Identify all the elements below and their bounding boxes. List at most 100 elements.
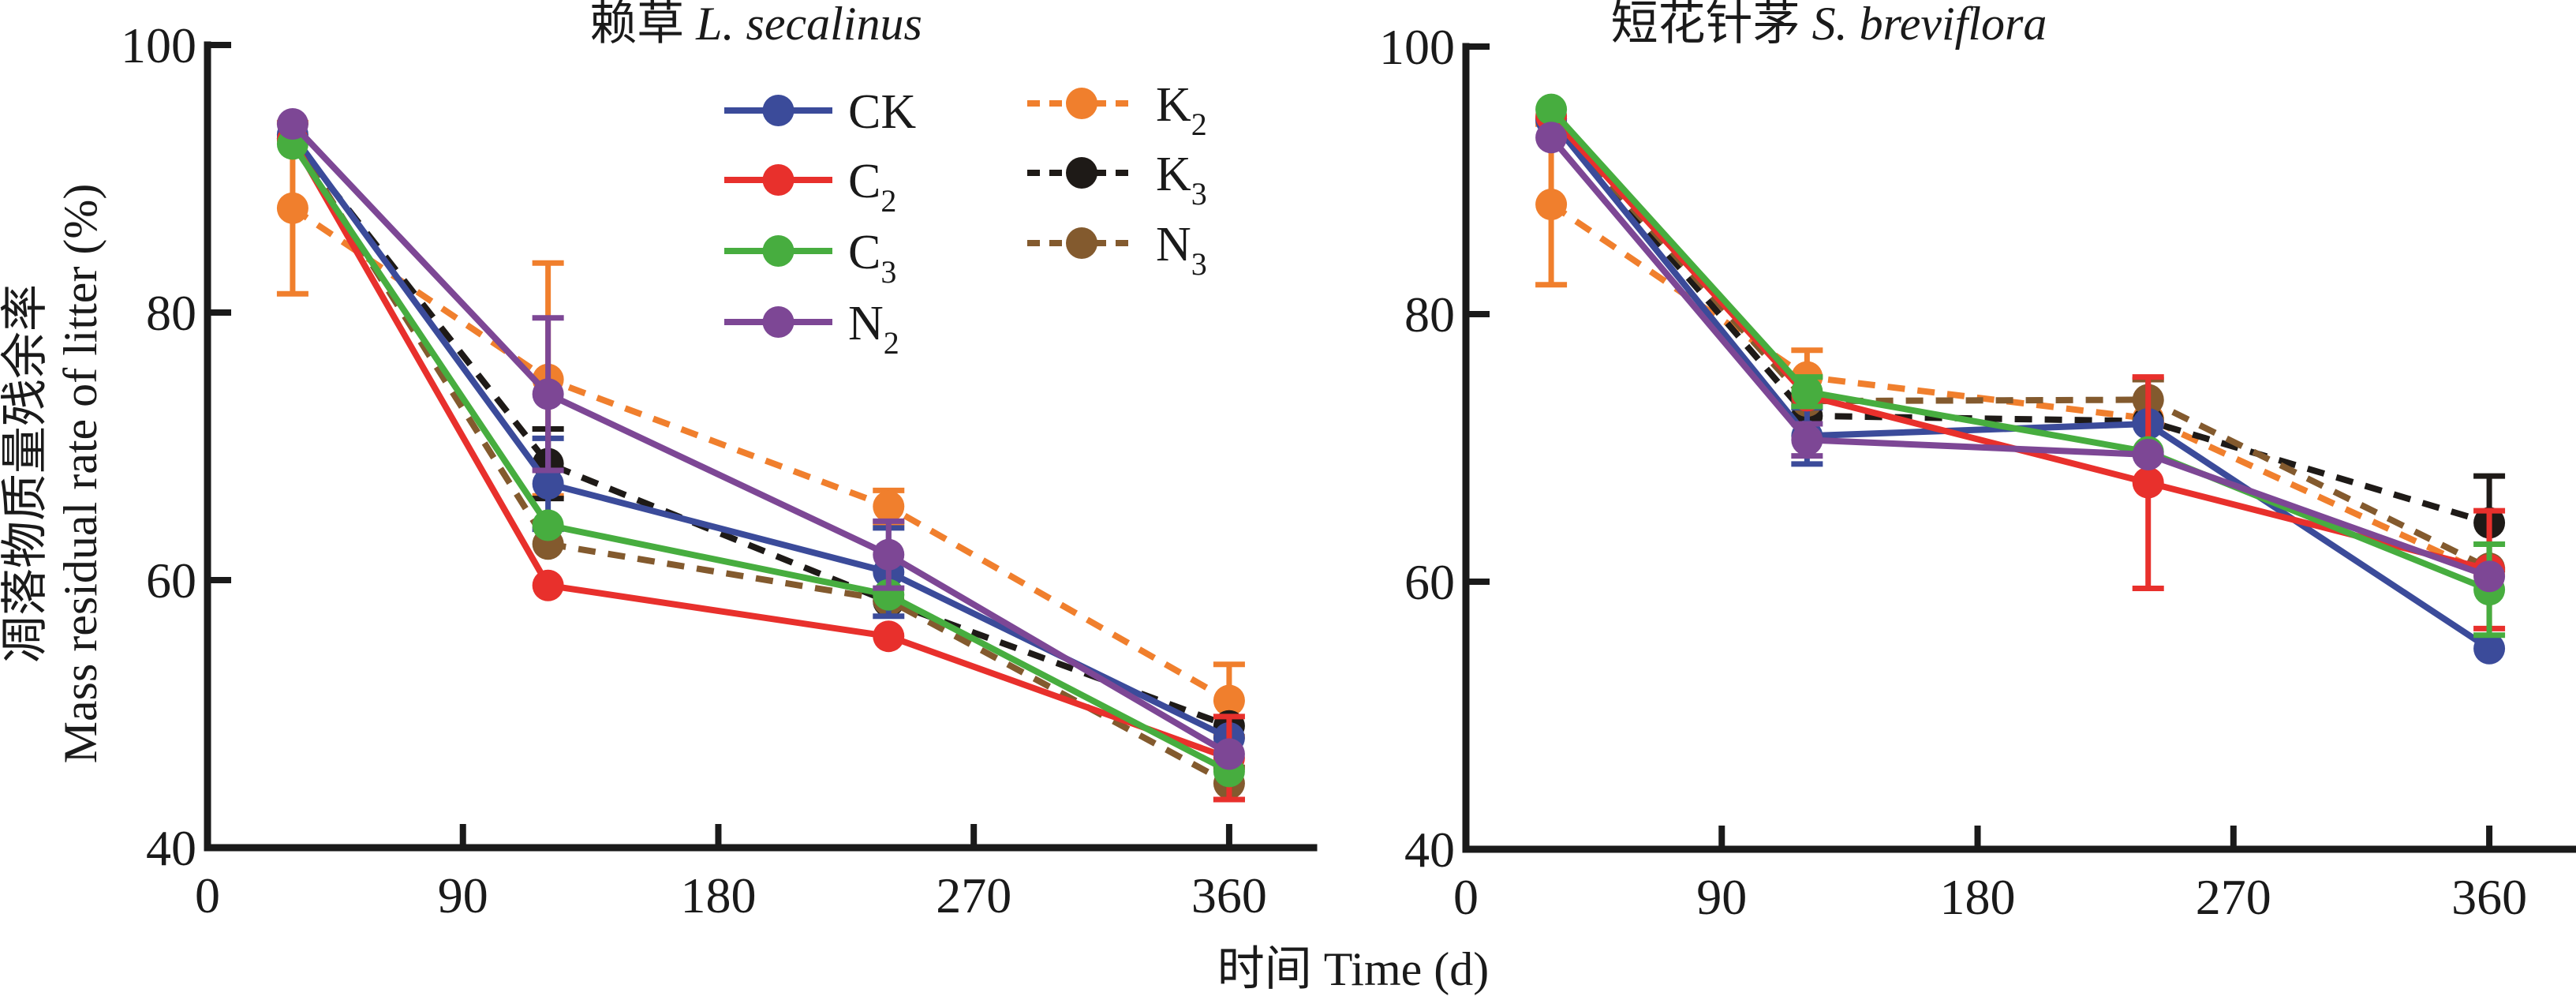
data-point: [276, 192, 308, 224]
data-point: [532, 378, 564, 410]
y-tick-label: 100: [1379, 19, 1455, 75]
legend-item-c2: C2: [724, 155, 896, 219]
data-point: [532, 509, 564, 541]
series-ck: [1535, 104, 2506, 665]
y-axis-title-cn: 凋落物质量残余率: [0, 284, 51, 663]
data-point: [1213, 684, 1245, 717]
legend-label-main: C: [848, 226, 880, 279]
legend-item-c3: C3: [724, 226, 896, 290]
y-tick-label: 80: [1404, 287, 1455, 343]
data-point: [873, 538, 905, 571]
panel-title: 赖草 L. secalinus: [589, 0, 922, 50]
data-point: [1791, 424, 1823, 456]
data-point: [1213, 738, 1245, 770]
panel-title-cn: 短花针茅: [1611, 0, 1812, 50]
y-tick-label: 100: [121, 17, 196, 73]
panel-title-latin: S. breviflora: [1812, 0, 2047, 50]
data-point: [532, 467, 564, 500]
legend-label: CK: [848, 85, 916, 139]
series-line: [290, 122, 1231, 757]
series-k3: [1535, 103, 2506, 573]
legend-label-main: N: [848, 297, 884, 350]
series-line: [1549, 116, 2491, 526]
data-point: [276, 108, 308, 140]
y-tick-label: 40: [146, 820, 196, 876]
legend-item-n3: N3: [1027, 218, 1207, 282]
legend-label: N2: [848, 297, 899, 361]
series-line: [1549, 135, 2491, 579]
legend-label: K2: [1156, 78, 1207, 142]
series-line: [1548, 118, 2492, 652]
panel-l-secalinus: 赖草 L. secalinus 40 60 80 100 0 90 180 270 360: [121, 0, 1318, 923]
legend-label: K3: [1156, 148, 1207, 212]
x-tick-label: 0: [195, 867, 220, 923]
series-line: [290, 138, 1231, 762]
data-point: [1535, 93, 1568, 125]
legend-marker: [762, 306, 794, 338]
x-tick-label: 90: [438, 867, 488, 923]
y-tick-label: 40: [1404, 822, 1455, 878]
legend-label-subscript: 2: [884, 325, 899, 361]
x-tick-label: 0: [1453, 869, 1479, 925]
series-ck: [276, 118, 1245, 755]
legend-item-k2: K2: [1027, 78, 1207, 142]
panel-title: 短花针茅 S. breviflora: [1611, 0, 2047, 50]
series-n3: [1535, 103, 2506, 585]
series-k2: [1535, 121, 2506, 591]
panel-title-latin: L. secalinus: [695, 0, 922, 50]
series-line: [1549, 107, 2491, 593]
data-point: [2132, 466, 2164, 499]
legend-marker: [1066, 157, 1097, 189]
data-point: [1791, 376, 1823, 408]
x-tick-label: 180: [1940, 869, 2016, 925]
legend-label-subscript: 2: [880, 183, 896, 219]
data-point: [532, 569, 564, 601]
data-point: [873, 490, 905, 522]
series-line: [1549, 114, 2491, 573]
x-tick-label: 360: [2451, 869, 2527, 925]
legend-marker: [762, 95, 794, 126]
legend-label-main: N: [1156, 218, 1191, 272]
legend-marker: [1066, 227, 1097, 259]
panel-s-breviflora: 短花针茅 S. breviflora 40 60 80 100 0 90 180 270 360: [1379, 0, 2576, 925]
series-k3: [276, 122, 1245, 742]
legend-label: C2: [848, 155, 896, 219]
series-line: [290, 133, 1231, 741]
legend-marker: [762, 164, 794, 196]
legend-label-subscript: 2: [1191, 107, 1207, 142]
legend-label: N3: [1156, 218, 1207, 282]
data-point: [2473, 632, 2506, 665]
x-tick-label: 180: [680, 867, 756, 923]
x-tick-label: 360: [1191, 867, 1267, 923]
y-tick-label: 60: [1404, 554, 1455, 610]
x-axis-title: 时间 Time (d): [1217, 943, 1489, 995]
legend-label-main: K: [1156, 78, 1191, 132]
series-line: [1549, 116, 2491, 571]
data-point: [1535, 122, 1568, 154]
series-n3: [276, 122, 1245, 803]
series-c2: [1535, 100, 2506, 631]
y-axis-title: 凋落物质量残余率 Mass residual rate of litter (%…: [0, 184, 107, 764]
series-line: [290, 205, 1231, 704]
x-tick-label: 270: [936, 867, 1011, 923]
data-point: [873, 620, 905, 653]
series-c2: [276, 124, 1245, 803]
y-axis-title-en: Mass residual rate of litter (%): [54, 184, 107, 764]
series-line: [290, 137, 1231, 729]
series-n2: [1535, 122, 2506, 593]
legend-label-subscript: 3: [1191, 246, 1207, 282]
data-point: [1535, 189, 1568, 221]
y-tick-label: 60: [146, 552, 196, 609]
series-c3: [276, 128, 1245, 788]
legend-item-k3: K3: [1027, 148, 1207, 212]
legend-marker: [762, 235, 794, 267]
x-tick-label: 270: [2196, 869, 2271, 925]
legend-label-main: C: [848, 155, 880, 208]
series-c3: [1535, 93, 2506, 639]
data-point: [2473, 560, 2506, 593]
data-point: [2132, 438, 2164, 470]
series-n2: [276, 108, 1245, 770]
y-tick-label: 80: [146, 285, 196, 341]
